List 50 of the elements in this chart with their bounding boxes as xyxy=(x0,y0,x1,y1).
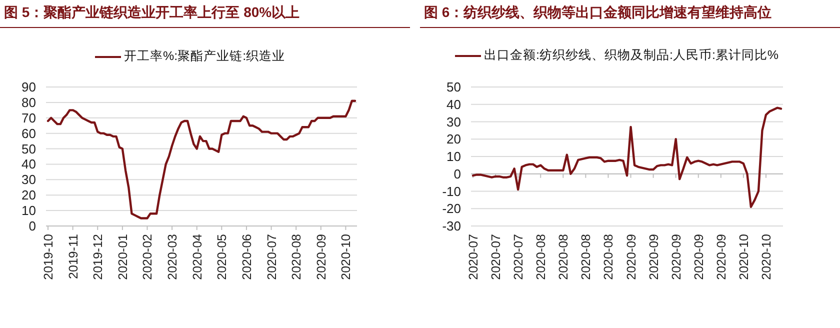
y-tick-label: 40 xyxy=(446,96,461,112)
y-tick-label: 60 xyxy=(22,126,36,141)
x-tick-label: 2020-04 xyxy=(190,234,204,280)
x-tick-label: 2020-07 xyxy=(489,234,504,280)
x-tick-label: 2020-05 xyxy=(215,234,230,280)
x-tick-label: 2020-08 xyxy=(556,234,571,280)
x-tick-label: 2020-09 xyxy=(669,234,684,280)
y-tick-label: 10 xyxy=(446,149,461,164)
chart-title: 图 6：纺织纱线、织物等出口金额同比增速有望维持高位 xyxy=(424,4,772,22)
y-tick-label: -20 xyxy=(442,201,461,216)
y-tick-label: 0 xyxy=(28,218,36,234)
y-tick-label: 30 xyxy=(22,172,36,188)
x-tick-label: 2020-06 xyxy=(240,234,254,280)
x-tick-label: 2019-12 xyxy=(91,234,106,280)
y-tick-label: 20 xyxy=(446,132,461,147)
y-tick-label: 10 xyxy=(22,203,36,218)
x-tick-label: 2020-10 xyxy=(339,234,354,280)
y-tick-label: 90 xyxy=(22,80,36,94)
x-tick-label: 2020-01 xyxy=(116,234,130,280)
x-tick-label: 2020-10 xyxy=(759,234,774,280)
x-tick-label: 2020-09 xyxy=(646,234,661,280)
y-tick-label: 70 xyxy=(22,110,36,126)
chart-title: 图 5：聚酯产业链织造业开工率上行至 80%以上 xyxy=(4,4,300,22)
y-tick-label: 0 xyxy=(454,166,461,182)
x-tick-label: 2020-09 xyxy=(314,234,328,280)
y-tick-label: 30 xyxy=(446,114,461,130)
x-tick-label: 2019-10 xyxy=(42,234,56,280)
y-tick-label: 80 xyxy=(22,94,36,110)
x-tick-label: 2020-02 xyxy=(140,234,155,280)
y-tick-label: 50 xyxy=(446,80,461,94)
legend-label: 开工率%:聚酯产业链:织造业 xyxy=(124,49,286,63)
x-tick-label: 2019-11 xyxy=(66,234,80,279)
x-tick-label: 2020-07 xyxy=(512,234,526,280)
x-tick-label: 2020-09 xyxy=(714,234,728,280)
y-tick-label: 40 xyxy=(22,156,36,172)
y-tick-label: -10 xyxy=(442,184,461,199)
x-tick-label: 2020-09 xyxy=(692,234,706,280)
x-tick-label: 2020-09 xyxy=(624,234,638,280)
legend-label: 出口金额:纺织纱线、织物及制品:人民币:累计同比% xyxy=(484,48,779,62)
x-tick-label: 2020-07 xyxy=(264,234,279,280)
x-tick-label: 2020-03 xyxy=(166,234,180,280)
x-tick-label: 2020-08 xyxy=(290,234,304,280)
y-tick-label: 50 xyxy=(22,141,36,156)
y-tick-label: -30 xyxy=(442,218,461,234)
x-tick-label: 2020-07 xyxy=(466,234,480,280)
x-tick-label: 2020-08 xyxy=(534,234,548,280)
x-tick-label: 2020-08 xyxy=(579,234,594,280)
x-tick-label: 2020-08 xyxy=(602,234,616,280)
x-tick-label: 2020-10 xyxy=(736,234,751,280)
y-tick-label: 20 xyxy=(22,188,36,203)
